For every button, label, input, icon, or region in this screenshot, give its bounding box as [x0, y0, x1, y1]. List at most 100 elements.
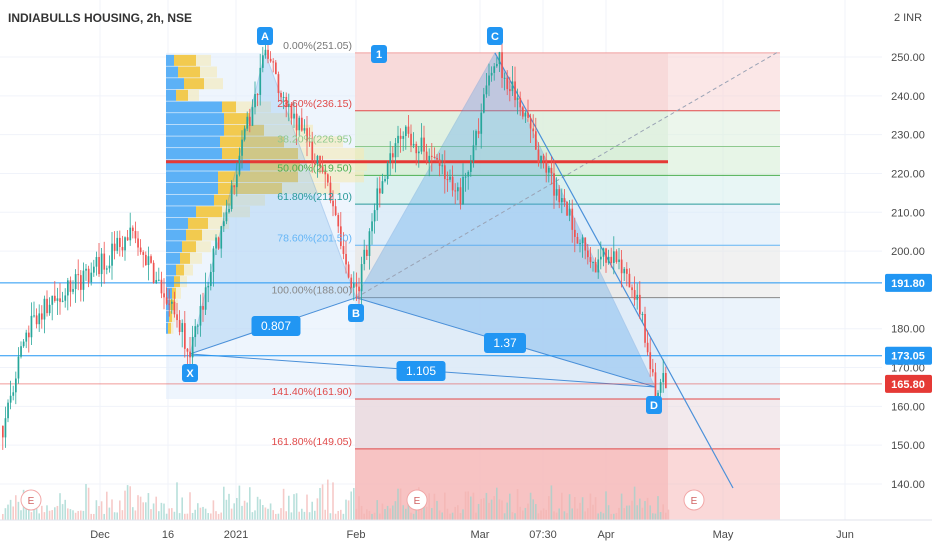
candle-body: [22, 341, 25, 347]
candle-body: [561, 198, 563, 203]
volume-bar: [363, 513, 365, 520]
candle-body: [321, 166, 324, 172]
volume-profile-sell: [174, 276, 180, 288]
volume-bar: [615, 512, 618, 520]
volume-bar: [412, 513, 415, 520]
candle-body: [41, 313, 43, 320]
volume-bar: [493, 496, 495, 520]
volume-bar: [524, 507, 527, 520]
event-marker-label: E: [691, 496, 698, 507]
volume-bar: [555, 512, 558, 520]
volume-profile-value: [236, 101, 271, 113]
candle-body: [54, 295, 56, 301]
candle-body: [184, 323, 186, 349]
candle-body: [197, 325, 199, 327]
candle-body: [46, 298, 48, 314]
volume-bar: [428, 493, 430, 520]
volume-bar: [475, 512, 477, 520]
candle-body: [345, 253, 347, 265]
candle-body: [64, 295, 67, 301]
candle-body: [137, 238, 139, 248]
volume-profile-value: [222, 206, 250, 218]
volume-bar: [139, 496, 142, 520]
candle-body: [568, 208, 571, 216]
candle-body: [342, 246, 345, 254]
volume-bar: [215, 511, 217, 520]
candle-body: [594, 262, 597, 273]
volume-bar: [256, 496, 259, 520]
candle-body: [628, 273, 631, 288]
volume-bar: [259, 499, 261, 520]
candle-body: [579, 243, 581, 245]
candle-body: [649, 352, 652, 370]
candle-body: [230, 185, 233, 209]
volume-bar: [368, 510, 371, 520]
candle-body: [119, 237, 121, 247]
price-tag-bg: [885, 346, 932, 365]
candle-body: [98, 257, 100, 275]
candle-body: [334, 206, 337, 216]
volume-bar: [540, 510, 542, 520]
candle-body: [459, 187, 462, 205]
fib-band: [355, 204, 668, 246]
volume-bar: [150, 509, 152, 520]
candle-body: [467, 171, 470, 177]
y-tick-label: 250.00: [891, 52, 925, 64]
volume-bar: [173, 511, 176, 520]
candle-body: [243, 128, 246, 140]
volume-bar: [319, 487, 321, 520]
candle-body: [4, 418, 7, 438]
volume-bar: [511, 512, 514, 520]
volume-bar: [631, 500, 633, 520]
y-tick-label: 200.00: [891, 246, 925, 258]
candle-body: [246, 116, 249, 129]
candle-body: [332, 200, 334, 207]
volume-bar: [620, 493, 623, 520]
candle-body: [225, 212, 228, 222]
candle-body: [168, 303, 171, 305]
volume-bar: [158, 511, 160, 520]
volume-bar: [628, 505, 631, 520]
ratio-xad-bg: [396, 361, 446, 381]
fib-band-extension: [668, 110, 780, 147]
candle-body: [204, 287, 207, 310]
volume-bar: [100, 501, 103, 520]
candle-body: [171, 301, 173, 304]
volume-bar: [600, 511, 602, 520]
volume-bar: [272, 510, 274, 520]
candle-body: [95, 257, 98, 267]
fib-level-label: 38.20%(226.95): [277, 133, 352, 145]
candle-body: [212, 248, 215, 273]
volume-bar: [160, 502, 163, 520]
volume-bar: [337, 510, 339, 520]
volume-bar: [17, 501, 20, 520]
volume-bar: [181, 497, 183, 520]
candle-body: [20, 346, 22, 357]
volume-profile-value: [204, 78, 223, 90]
volume-profile-buy: [166, 136, 220, 148]
candle-body: [340, 226, 342, 247]
volume-bar: [537, 513, 540, 520]
candle-body: [80, 275, 82, 290]
volume-bar: [80, 510, 82, 520]
volume-bar: [384, 509, 386, 520]
volume-bar: [194, 509, 196, 520]
volume-profile-value: [180, 276, 187, 288]
volume-bar: [64, 499, 66, 520]
candle-body: [249, 116, 251, 126]
volume-profile-value: [196, 241, 211, 253]
volume-bar: [225, 499, 228, 520]
volume-bar: [613, 513, 615, 520]
volume-profile-sell: [176, 89, 188, 101]
volume-profile-value: [172, 311, 175, 323]
volume-profile-buy: [166, 241, 182, 253]
fib-band-extension: [668, 398, 780, 449]
candle-body: [446, 179, 449, 181]
volume-bar: [529, 492, 532, 520]
candle-body: [548, 167, 550, 173]
candle-body: [350, 277, 353, 288]
y-tick-label: 220.00: [891, 168, 925, 180]
candle-body: [503, 77, 506, 79]
